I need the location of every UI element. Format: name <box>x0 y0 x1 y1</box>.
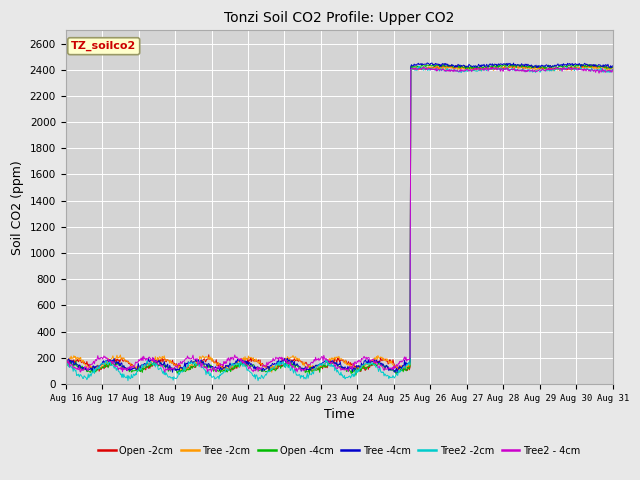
Title: Tonzi Soil CO2 Profile: Upper CO2: Tonzi Soil CO2 Profile: Upper CO2 <box>224 11 454 25</box>
Text: TZ_soilco2: TZ_soilco2 <box>71 41 136 51</box>
Y-axis label: Soil CO2 (ppm): Soil CO2 (ppm) <box>11 160 24 254</box>
Legend: Open -2cm, Tree -2cm, Open -4cm, Tree -4cm, Tree2 -2cm, Tree2 - 4cm: Open -2cm, Tree -2cm, Open -4cm, Tree -4… <box>94 442 584 460</box>
X-axis label: Time: Time <box>324 408 355 421</box>
